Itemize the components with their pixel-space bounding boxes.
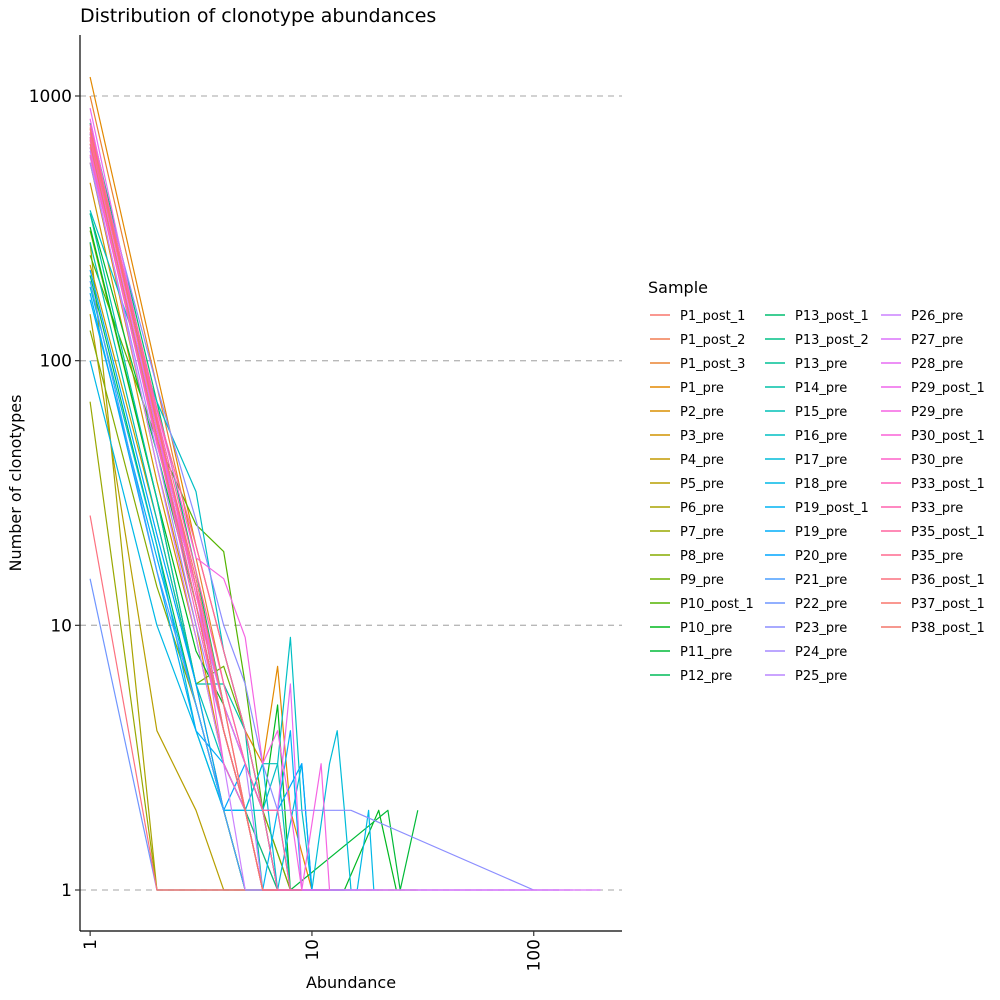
legend-title: Sample bbox=[648, 278, 708, 297]
y-axis-ticks: 1 10 100 1000 bbox=[29, 87, 80, 901]
legend-label-P30_pre: P30_pre bbox=[911, 453, 963, 468]
legend-label-P8_pre: P8_pre bbox=[680, 549, 724, 564]
legend-label-P1_post_3: P1_post_3 bbox=[680, 357, 745, 372]
legend-label-P21_pre: P21_pre bbox=[795, 573, 847, 588]
legend-label-P10_pre: P10_pre bbox=[680, 621, 732, 636]
legend-label-P14_pre: P14_pre bbox=[795, 381, 847, 396]
legend-label-P19_pre: P19_pre bbox=[795, 525, 847, 540]
series-line-P38_post_1 bbox=[89, 143, 264, 891]
x-tick-label-0: 1 bbox=[81, 939, 101, 950]
legend-label-P1_pre: P1_pre bbox=[680, 381, 724, 396]
legend-label-P24_pre: P24_pre bbox=[795, 645, 847, 660]
x-axis-ticks: 1 10 100 bbox=[81, 931, 545, 971]
legend-label-P11_pre: P11_pre bbox=[680, 645, 732, 660]
legend-label-P26_pre: P26_pre bbox=[911, 309, 963, 324]
legend-label-P28_pre: P28_pre bbox=[911, 357, 963, 372]
legend-label-P23_pre: P23_pre bbox=[795, 621, 847, 636]
legend-label-P1_post_1: P1_post_1 bbox=[680, 309, 745, 324]
series-line-P20_pre bbox=[89, 269, 330, 891]
y-tick-label-3: 1000 bbox=[29, 87, 72, 107]
plot-series bbox=[89, 76, 601, 891]
legend-label-P10_post_1: P10_post_1 bbox=[680, 597, 754, 612]
legend-label-P19_post_1: P19_post_1 bbox=[795, 501, 869, 516]
legend-label-P6_pre: P6_pre bbox=[680, 501, 724, 516]
legend-label-P3_pre: P3_pre bbox=[680, 429, 724, 444]
legend-label-P2_pre: P2_pre bbox=[680, 405, 724, 420]
legend-label-P5_pre: P5_pre bbox=[680, 477, 724, 492]
series-line-P19_post_1 bbox=[89, 299, 345, 891]
series-line-P27_pre bbox=[89, 143, 601, 891]
legend-label-P16_pre: P16_pre bbox=[795, 429, 847, 444]
legend-label-P30_post_1: P30_post_1 bbox=[911, 429, 985, 444]
legend-label-P7_pre: P7_pre bbox=[680, 525, 724, 540]
series-line-P35_post_1 bbox=[89, 132, 291, 891]
x-tick-label-1: 10 bbox=[303, 939, 323, 961]
y-tick-label-1: 10 bbox=[50, 616, 72, 636]
legend-label-P13_pre: P13_pre bbox=[795, 357, 847, 372]
legend-label-P4_pre: P4_pre bbox=[680, 453, 724, 468]
legend-label-P20_pre: P20_pre bbox=[795, 549, 847, 564]
grid-lines bbox=[80, 95, 622, 891]
legend: P1_post_1 P1_post_2 P1_post_3 P1_pre P2_pre P… bbox=[650, 309, 985, 684]
legend-label-P37_post_1: P37_post_1 bbox=[911, 597, 985, 612]
legend-label-P33_post_1: P33_post_1 bbox=[911, 477, 985, 492]
y-tick-label-0: 1 bbox=[61, 881, 72, 901]
legend-label-P27_pre: P27_pre bbox=[911, 333, 963, 348]
legend-label-P13_post_2: P13_post_2 bbox=[795, 333, 869, 348]
chart-title: Distribution of clonotype abundances bbox=[80, 5, 436, 27]
series-line-P29_pre bbox=[89, 133, 331, 891]
legend-label-P36_post_1: P36_post_1 bbox=[911, 573, 985, 588]
legend-label-P25_pre: P25_pre bbox=[795, 669, 847, 684]
x-axis-title: Abundance bbox=[306, 973, 396, 992]
legend-label-P35_post_1: P35_post_1 bbox=[911, 525, 985, 540]
series-line-P23_pre bbox=[89, 136, 534, 891]
legend-label-P1_post_2: P1_post_2 bbox=[680, 333, 745, 348]
y-axis-title: Number of clonotypes bbox=[6, 395, 25, 572]
legend-label-P17_pre: P17_pre bbox=[795, 453, 847, 468]
legend-label-P29_post_1: P29_post_1 bbox=[911, 381, 985, 396]
legend-label-P35_pre: P35_pre bbox=[911, 549, 963, 564]
legend-label-P9_pre: P9_pre bbox=[680, 573, 724, 588]
legend-label-P18_pre: P18_pre bbox=[795, 477, 847, 492]
legend-label-P12_pre: P12_pre bbox=[680, 669, 732, 684]
y-tick-label-2: 100 bbox=[40, 352, 72, 372]
series-line-P36_post_1 bbox=[89, 515, 246, 891]
series-line-P1_pre bbox=[89, 76, 345, 891]
series-line-P1_post_1 bbox=[89, 140, 291, 891]
legend-label-P33_pre: P33_pre bbox=[911, 501, 963, 516]
x-tick-label-2: 100 bbox=[525, 939, 545, 971]
legend-label-P38_post_1: P38_post_1 bbox=[911, 621, 985, 636]
series-line-P24_pre bbox=[89, 162, 559, 891]
legend-label-P22_pre: P22_pre bbox=[795, 597, 847, 612]
legend-label-P29_pre: P29_pre bbox=[911, 405, 963, 420]
legend-label-P15_pre: P15_pre bbox=[795, 405, 847, 420]
legend-label-P13_post_1: P13_post_1 bbox=[795, 309, 869, 324]
